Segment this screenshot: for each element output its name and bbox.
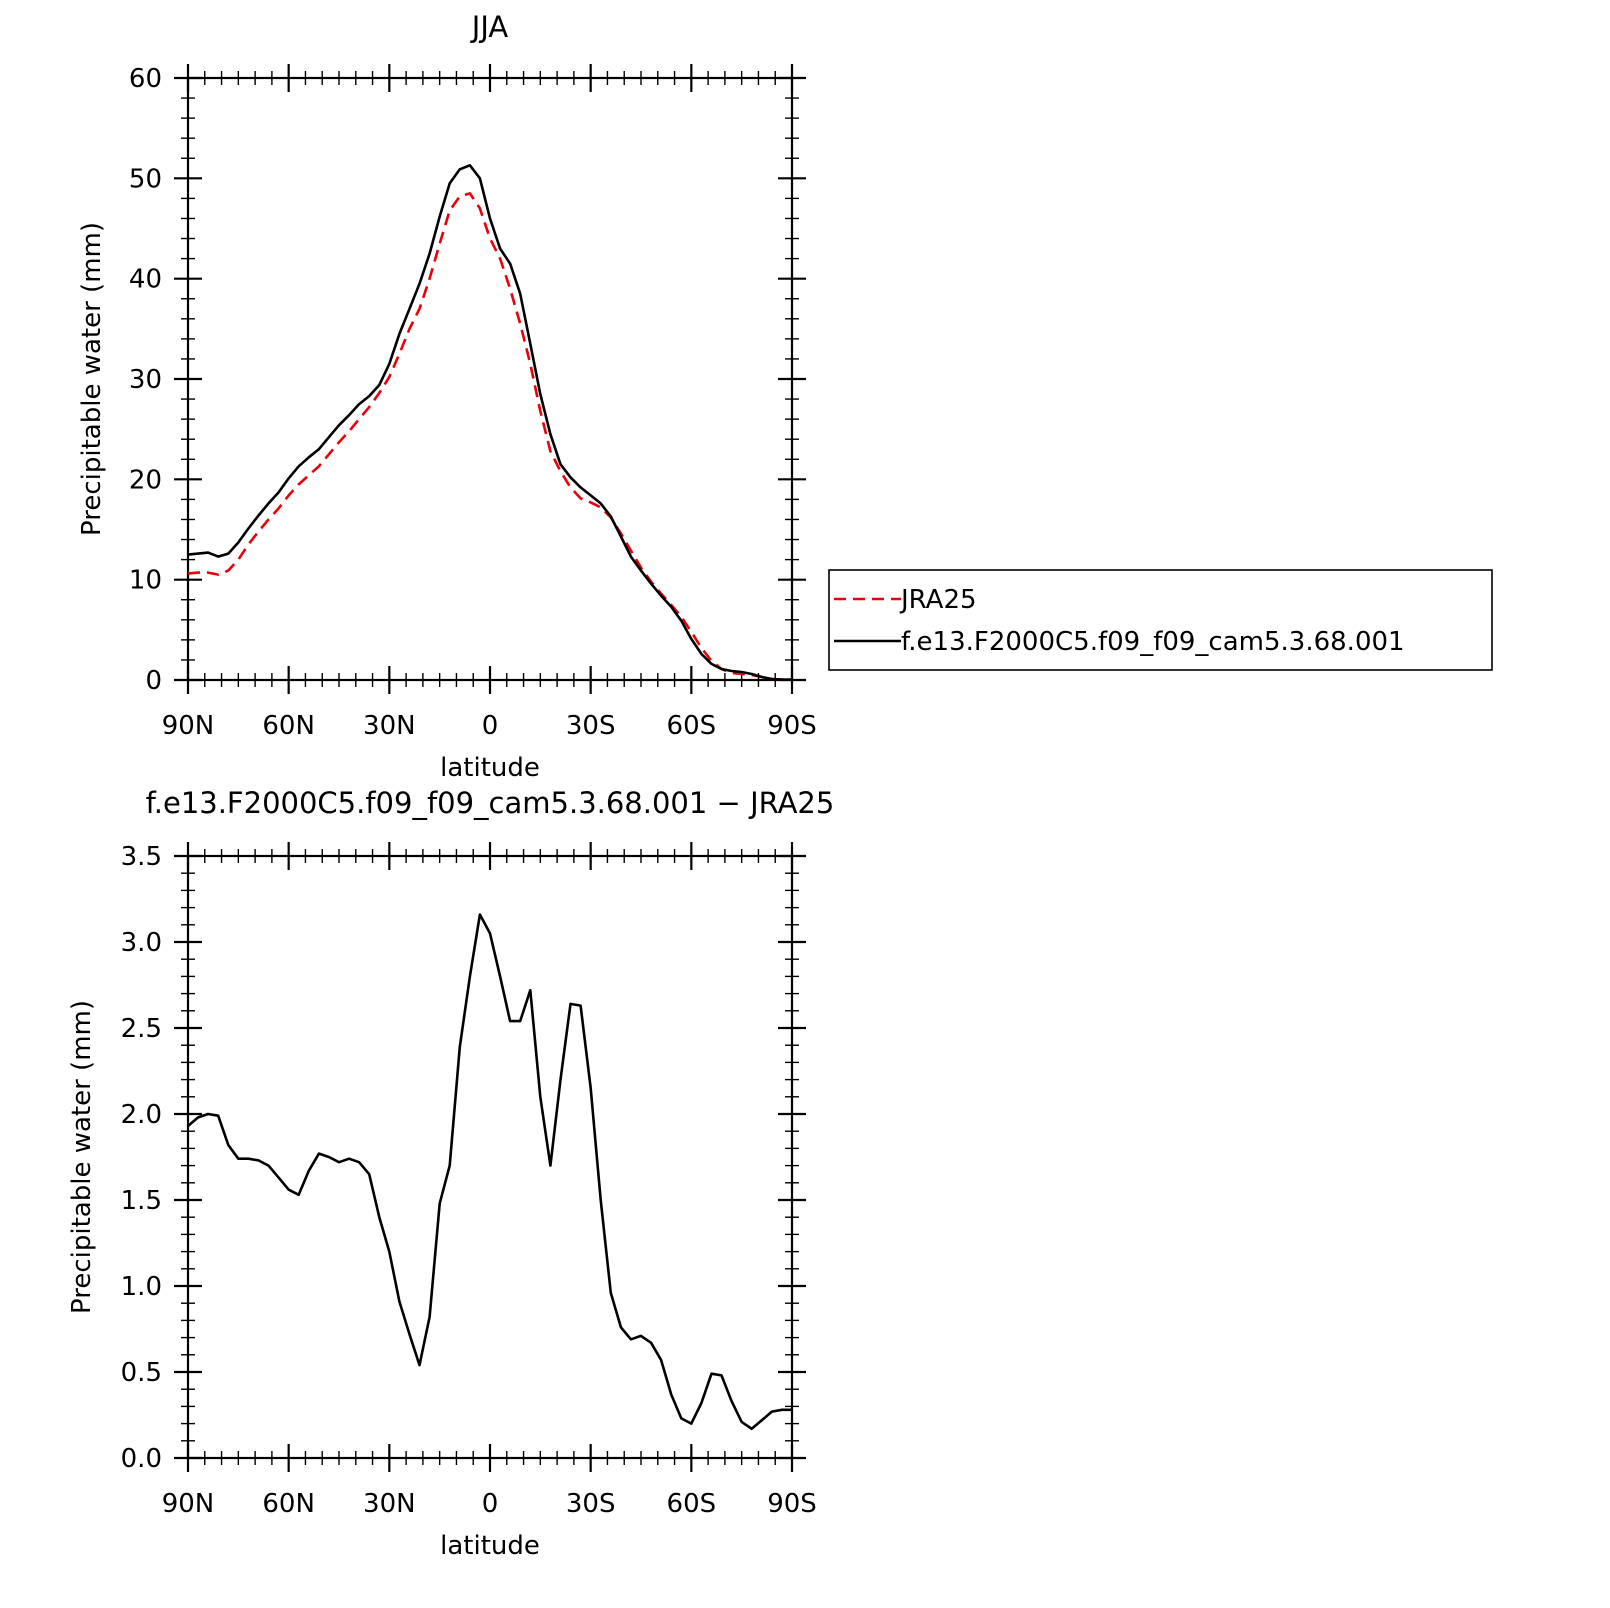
y-tick-label: 3.0 <box>121 928 162 958</box>
x-tick-label: 60N <box>262 711 315 741</box>
legend-box <box>828 569 1493 671</box>
y-tick-label: 10 <box>129 566 162 596</box>
series-line-0 <box>187 913 792 1431</box>
y-tick-label: 1.0 <box>121 1272 162 1302</box>
bottom-axis-ticks <box>174 842 806 1472</box>
top-chart-title: JJA <box>470 10 509 44</box>
x-tick-label: 0 <box>482 1489 499 1519</box>
x-tick-label: 30N <box>363 1489 416 1519</box>
bottom-y-axis-label: Precipitable water (mm) <box>67 1000 97 1314</box>
x-tick-label: 0 <box>482 711 499 741</box>
bottom-x-axis-label: latitude <box>440 1531 540 1561</box>
bottom-y-tick-labels: 0.0 0.5 1.0 1.5 2.0 2.5 3.0 3.5 <box>121 842 162 1474</box>
top-plot-frame <box>186 76 794 682</box>
y-tick-label: 0.0 <box>121 1444 162 1474</box>
top-x-axis-label: latitude <box>440 753 540 783</box>
legend-label-0: JRA25 <box>899 585 977 615</box>
y-tick-label: 1.5 <box>121 1186 162 1216</box>
top-x-tick-labels: 90N 60N 30N 0 30S 60S 90S <box>162 711 817 741</box>
y-tick-label: 40 <box>129 265 162 295</box>
x-tick-label: 90S <box>767 1489 817 1519</box>
x-tick-label: 60S <box>667 1489 717 1519</box>
x-tick-label: 90N <box>162 1489 215 1519</box>
series-line-0 <box>187 192 792 681</box>
legend-label-1: f.e13.F2000C5.f09_f09_cam5.3.68.001 <box>901 627 1405 657</box>
y-tick-label: 0.5 <box>121 1358 162 1388</box>
bottom-series-lines <box>187 913 792 1431</box>
bottom-panel: f.e13.F2000C5.f09_f09_cam5.3.68.001 − JR… <box>67 786 834 1561</box>
y-tick-label: 30 <box>129 365 162 395</box>
x-tick-label: 30S <box>566 1489 616 1519</box>
top-axis-ticks <box>174 64 806 694</box>
y-tick-label: 2.5 <box>121 1014 162 1044</box>
y-tick-label: 60 <box>129 64 162 94</box>
x-tick-label: 90S <box>767 711 817 741</box>
x-tick-label: 90N <box>162 711 215 741</box>
y-tick-label: 3.5 <box>121 842 162 872</box>
legend: JRA25 f.e13.F2000C5.f09_f09_cam5.3.68.001 <box>828 569 1493 671</box>
top-y-tick-labels: 0 10 20 30 40 50 60 <box>129 64 162 696</box>
top-panel: JJA 0 10 20 30 40 50 60 90N 60N 30N 0 30S 60S 90S la… <box>77 10 1493 783</box>
y-tick-label: 2.0 <box>121 1100 162 1130</box>
bottom-x-tick-labels: 90N 60N 30N 0 30S 60S 90S <box>162 1489 817 1519</box>
x-tick-label: 30N <box>363 711 416 741</box>
y-tick-label: 0 <box>145 666 162 696</box>
top-series-lines <box>187 164 792 681</box>
x-tick-label: 60N <box>262 1489 315 1519</box>
bottom-plot-frame <box>186 854 794 1460</box>
x-tick-label: 30S <box>566 711 616 741</box>
series-line-1 <box>187 164 792 681</box>
y-tick-label: 50 <box>129 164 162 194</box>
bottom-chart-title: f.e13.F2000C5.f09_f09_cam5.3.68.001 − JR… <box>146 786 835 820</box>
y-tick-label: 20 <box>129 465 162 495</box>
x-tick-label: 60S <box>667 711 717 741</box>
top-y-axis-label: Precipitable water (mm) <box>77 222 107 536</box>
